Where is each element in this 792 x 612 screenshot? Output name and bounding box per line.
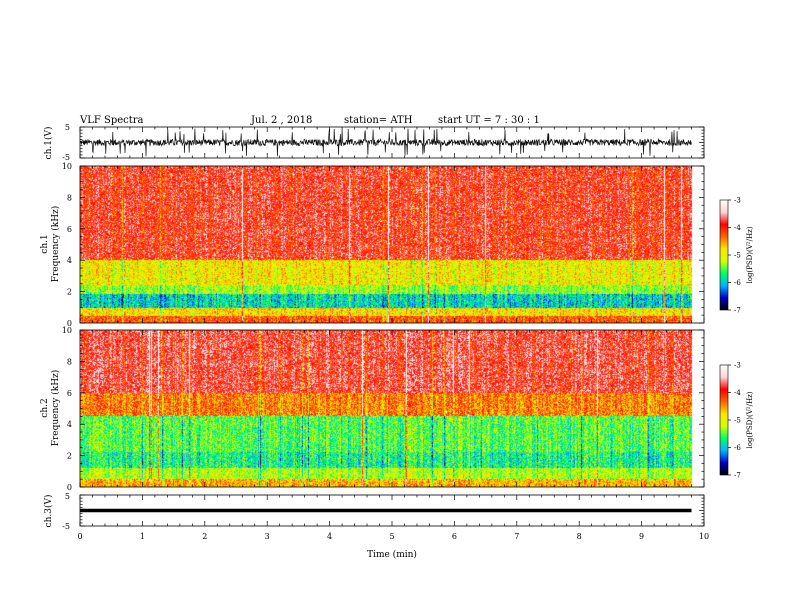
ch1-waveform-panel: 5 -5 ch.1(V): [43, 123, 705, 162]
ch1-colorbar-label: log(PSD)(V²/Hz): [746, 226, 754, 283]
freq-tick-label: 6: [67, 225, 72, 234]
colorbar-tick-label: -4: [734, 224, 741, 232]
ch3-waveform-ticks: [79, 494, 705, 527]
ch2-colorbar-label: log(PSD)(V²/Hz): [746, 391, 754, 448]
colorbar-tick-label: -7: [734, 307, 741, 315]
colorbar-tick-label: -5: [734, 252, 741, 260]
ch1-colorbar-ticks: -3 -4 -5 -6 -7: [728, 197, 741, 315]
ch1-frequency-axis-label: Frequency (kHz): [50, 206, 61, 283]
freq-tick-label: 0: [67, 483, 72, 492]
ch1-channel-label: ch.1: [40, 234, 50, 253]
ch2-spectrogram-image: [80, 330, 704, 487]
ch3-waveform-panel: 5 -5 ch.3(V) 0 1 2 3 4 5 6 7 8 9 10 Time (min): [43, 492, 709, 560]
ch1-ytick-top: 5: [65, 123, 70, 132]
ch2-frequency-tick-labels: 0 2 4 6 8 10: [62, 326, 72, 492]
time-tick-label: 1: [140, 532, 145, 541]
time-tick-label: 6: [452, 532, 457, 541]
freq-tick-label: 4: [67, 256, 72, 265]
colorbar-tick-label: -5: [734, 417, 741, 425]
freq-tick-label: 8: [67, 357, 72, 366]
start-time-label: start UT = 7 : 30 : 1: [438, 115, 540, 126]
colorbar-tick-label: -3: [734, 197, 741, 205]
station-label: station= ATH: [344, 115, 413, 126]
ch2-colorbar-ticks: -3 -4 -5 -6 -7: [728, 362, 741, 480]
ch1-frequency-tick-labels: 0 2 4 6 8 10: [62, 162, 72, 328]
freq-tick-label: 8: [67, 193, 72, 202]
time-tick-label: 5: [389, 532, 394, 541]
freq-tick-label: 2: [67, 288, 72, 297]
time-tick-label: 7: [514, 532, 519, 541]
date-label: Jul. 2 , 2018: [250, 115, 312, 126]
ch1-ytick-bottom: -5: [62, 153, 70, 162]
ch2-channel-label: ch.2: [40, 398, 50, 417]
colorbar-tick-label: -4: [734, 389, 741, 397]
time-tick-label: 9: [639, 532, 644, 541]
ch3-waveform-ylabel: ch.3(V): [43, 495, 54, 528]
ch1-spectrogram-image: [80, 166, 704, 323]
freq-tick-label: 4: [67, 420, 72, 429]
colorbar-tick-label: -6: [734, 279, 741, 287]
ch2-spectrogram-ticks: [79, 329, 705, 488]
time-tick-label: 4: [327, 532, 332, 541]
colorbar-tick-label: -6: [734, 444, 741, 452]
time-tick-label: 2: [202, 532, 207, 541]
ch3-ytick-bottom: -5: [62, 522, 70, 531]
freq-tick-label: 6: [67, 389, 72, 398]
freq-tick-label: 10: [62, 326, 72, 335]
time-tick-label: 3: [265, 532, 270, 541]
ch1-spectrogram-ticks: [79, 165, 705, 324]
time-tick-label: 8: [577, 532, 582, 541]
ch1-colorbar: [720, 200, 728, 310]
ch3-ytick-top: 5: [65, 492, 70, 501]
freq-tick-label: 2: [67, 452, 72, 461]
ch1-waveform-x-ticks: [79, 126, 705, 159]
freq-tick-label: 10: [62, 162, 72, 171]
ch1-waveform-trace: [80, 128, 692, 157]
colorbar-tick-label: -3: [734, 362, 741, 370]
colorbar-tick-label: -7: [734, 472, 741, 480]
freq-tick-label: 0: [67, 319, 72, 328]
time-tick-labels: 0 1 2 3 4 5 6 7 8 9 10: [77, 532, 709, 541]
ch2-frequency-axis-label: Frequency (kHz): [50, 370, 61, 447]
ch1-waveform-ylabel: ch.1(V): [43, 127, 54, 160]
time-tick-label: 0: [77, 532, 82, 541]
figure-title: VLF Spectra: [79, 115, 144, 126]
time-axis-label: Time (min): [367, 549, 417, 560]
ch2-colorbar: [720, 365, 728, 475]
time-tick-label: 10: [699, 532, 709, 541]
